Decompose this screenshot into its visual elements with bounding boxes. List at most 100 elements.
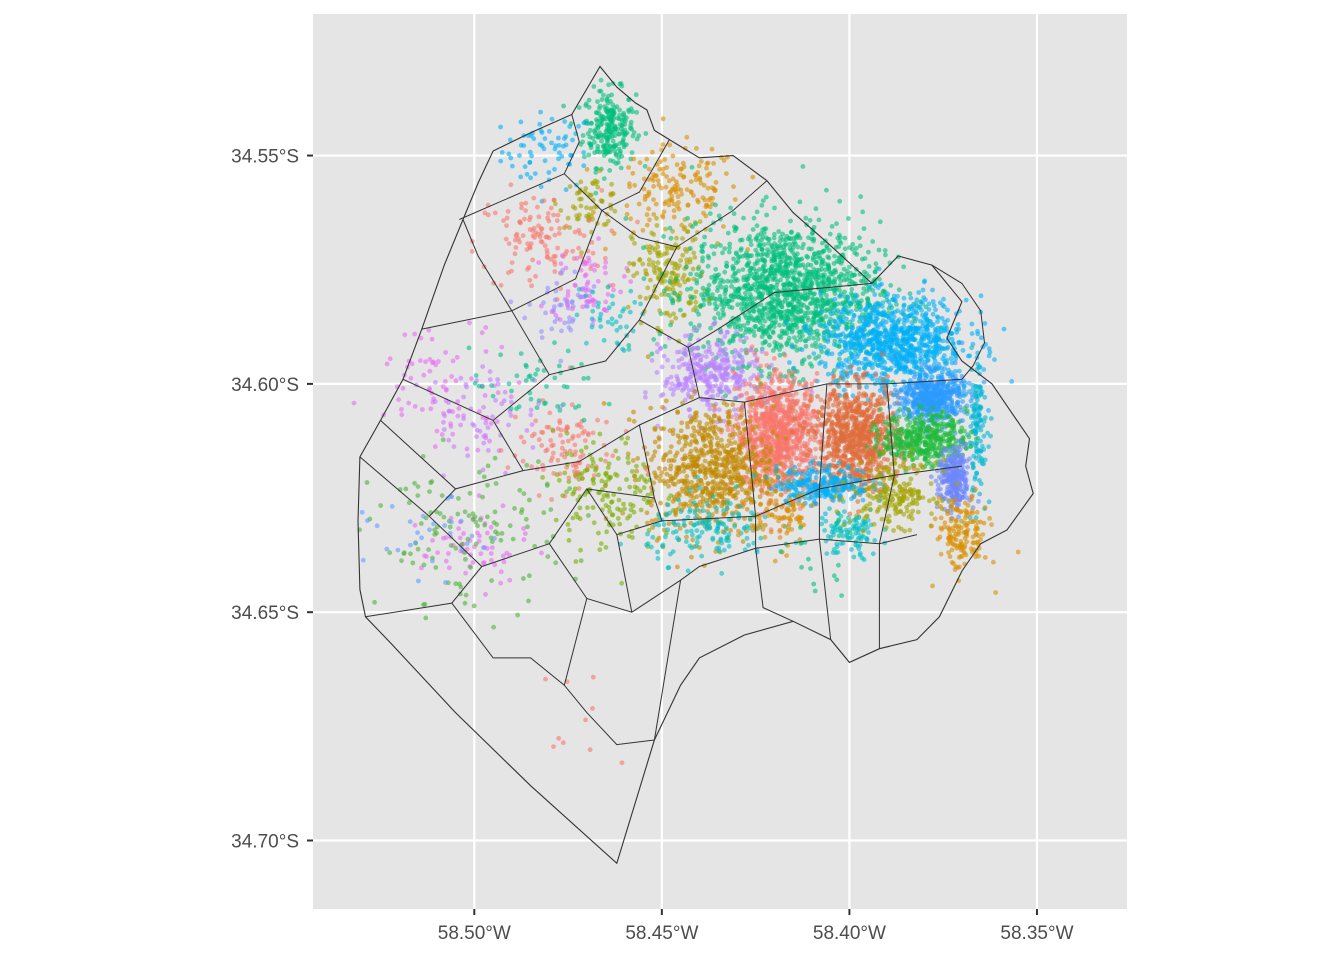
data-point [877, 282, 883, 288]
data-point [817, 253, 822, 259]
data-point [514, 231, 520, 237]
data-point [809, 381, 815, 387]
data-point [1009, 379, 1015, 384]
data-point [800, 272, 806, 278]
data-point [632, 182, 638, 188]
data-point [623, 216, 629, 221]
data-point [574, 312, 580, 318]
data-point [798, 309, 804, 314]
data-point [595, 184, 601, 190]
data-point [876, 266, 882, 272]
data-point [512, 251, 518, 257]
data-point [643, 268, 648, 273]
data-point [924, 324, 930, 330]
data-point [767, 408, 772, 413]
data-point [660, 214, 666, 220]
data-point [668, 374, 674, 380]
data-point [523, 200, 529, 206]
data-point [657, 166, 662, 172]
data-point [485, 425, 491, 430]
data-point [706, 282, 712, 288]
data-point [901, 303, 907, 309]
data-point [670, 270, 676, 276]
data-point [710, 388, 715, 394]
data-point [776, 443, 782, 449]
data-point [506, 270, 511, 276]
data-point [669, 197, 675, 203]
data-point [744, 335, 749, 341]
data-point [716, 407, 722, 413]
data-point [487, 438, 492, 444]
data-point [824, 293, 829, 298]
data-point [705, 185, 711, 191]
data-point [757, 320, 763, 325]
data-point [901, 312, 907, 318]
data-point [581, 163, 587, 169]
data-point [795, 244, 801, 250]
data-point [870, 345, 876, 351]
data-point [600, 144, 606, 150]
data-point [934, 314, 940, 320]
data-point [708, 325, 713, 331]
point-series [561, 77, 649, 196]
data-point [634, 270, 640, 276]
data-point [877, 311, 883, 317]
data-point [895, 254, 901, 260]
data-point [454, 354, 460, 360]
data-point [624, 130, 630, 136]
data-point [449, 374, 455, 379]
data-point [595, 304, 601, 310]
data-point [921, 336, 927, 342]
data-point [724, 171, 729, 177]
data-point [631, 261, 637, 266]
data-point [658, 185, 664, 191]
data-point [553, 312, 559, 318]
data-point [857, 343, 863, 348]
data-point [688, 179, 694, 185]
data-point [771, 324, 777, 330]
data-point [862, 307, 868, 312]
data-point [978, 293, 984, 299]
data-point [791, 275, 796, 281]
data-point [554, 280, 560, 286]
data-point [610, 301, 616, 307]
data-point [461, 416, 466, 422]
data-point [465, 453, 471, 459]
data-point [800, 164, 806, 169]
data-point [747, 423, 753, 428]
data-point [944, 325, 949, 331]
data-point [584, 205, 589, 211]
data-point [799, 408, 805, 414]
data-point [531, 195, 537, 201]
data-point [658, 393, 664, 399]
data-point [562, 320, 568, 326]
data-point [791, 307, 796, 313]
data-point [724, 299, 730, 304]
data-point [777, 238, 783, 244]
data-point [630, 170, 636, 176]
data-point [524, 428, 530, 433]
data-point [876, 247, 882, 253]
data-point [596, 236, 601, 242]
data-point [688, 296, 694, 301]
data-point [493, 397, 498, 403]
data-point [628, 234, 634, 240]
data-point [730, 336, 736, 342]
data-point [667, 225, 673, 231]
data-point [432, 444, 438, 450]
data-point [650, 149, 655, 155]
data-point [778, 421, 783, 427]
data-point [641, 176, 647, 182]
data-point [763, 235, 769, 241]
data-point [832, 338, 838, 344]
data-point [825, 339, 831, 344]
data-point [527, 159, 533, 165]
data-point [769, 243, 775, 249]
data-point [569, 299, 575, 305]
data-point [741, 277, 747, 283]
data-point [498, 158, 504, 164]
data-point [650, 260, 656, 265]
data-point [618, 324, 623, 330]
data-point [811, 351, 817, 356]
data-point [675, 204, 680, 209]
